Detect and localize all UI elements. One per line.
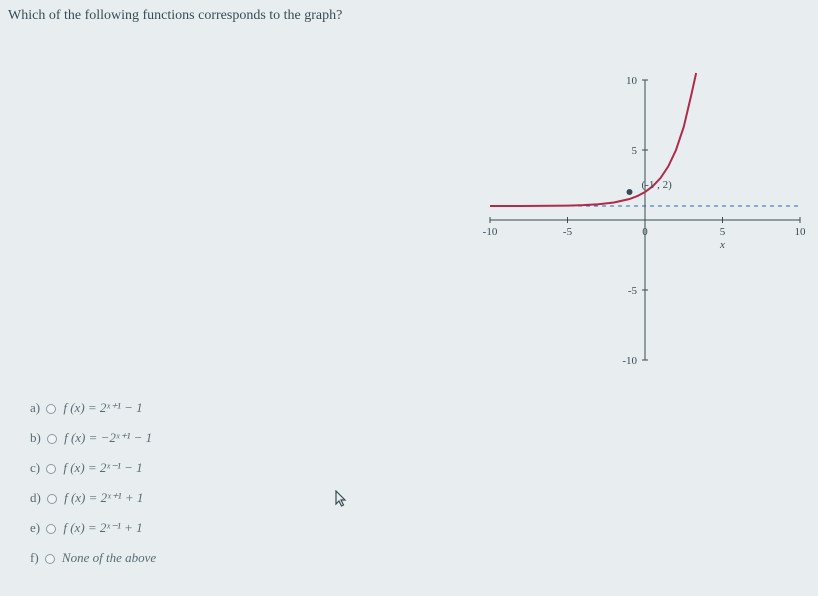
svg-text:-5: -5 bbox=[628, 285, 638, 297]
cursor-icon bbox=[335, 490, 349, 513]
option-formula: f (x) = 2ˣ⁺¹ − 1 bbox=[63, 400, 142, 415]
svg-text:5: 5 bbox=[720, 226, 726, 238]
radio-icon[interactable] bbox=[47, 494, 57, 504]
svg-text:10: 10 bbox=[795, 226, 807, 238]
option-formula: f (x) = 2ˣ⁺¹ + 1 bbox=[64, 490, 143, 505]
radio-icon[interactable] bbox=[47, 434, 57, 444]
option-c[interactable]: c) f (x) = 2ˣ⁻¹ − 1 bbox=[30, 460, 156, 476]
graph-svg: -10 -5 0 5 10 -10 -5 5 10 x (-1 , 2) bbox=[480, 70, 810, 370]
svg-text:10: 10 bbox=[626, 75, 638, 87]
option-formula: f (x) = 2ˣ⁻¹ + 1 bbox=[63, 520, 142, 535]
option-e[interactable]: e) f (x) = 2ˣ⁻¹ + 1 bbox=[30, 520, 156, 536]
svg-text:(-1 , 2): (-1 , 2) bbox=[642, 179, 673, 191]
radio-icon[interactable] bbox=[46, 524, 56, 534]
svg-text:-10: -10 bbox=[483, 226, 498, 238]
option-letter: b) bbox=[30, 430, 41, 445]
svg-text:x: x bbox=[719, 239, 725, 251]
radio-icon[interactable] bbox=[46, 404, 56, 414]
option-letter: d) bbox=[30, 490, 41, 505]
option-formula: f (x) = 2ˣ⁻¹ − 1 bbox=[63, 460, 142, 475]
option-a[interactable]: a) f (x) = 2ˣ⁺¹ − 1 bbox=[30, 400, 156, 416]
option-formula: f (x) = −2ˣ⁺¹ − 1 bbox=[64, 430, 152, 445]
answer-options: a) f (x) = 2ˣ⁺¹ − 1 b) f (x) = −2ˣ⁺¹ − 1… bbox=[30, 400, 156, 580]
option-letter: e) bbox=[30, 520, 40, 535]
option-d[interactable]: d) f (x) = 2ˣ⁺¹ + 1 bbox=[30, 490, 156, 506]
option-letter: f) bbox=[30, 550, 39, 565]
radio-icon[interactable] bbox=[46, 464, 56, 474]
option-formula: None of the above bbox=[62, 550, 156, 565]
svg-text:5: 5 bbox=[632, 145, 638, 157]
option-letter: c) bbox=[30, 460, 40, 475]
option-letter: a) bbox=[30, 400, 40, 415]
svg-text:-10: -10 bbox=[622, 355, 637, 367]
graph: -10 -5 0 5 10 -10 -5 5 10 x (-1 , 2) bbox=[480, 70, 810, 370]
option-b[interactable]: b) f (x) = −2ˣ⁺¹ − 1 bbox=[30, 430, 156, 446]
option-f[interactable]: f) None of the above bbox=[30, 550, 156, 566]
radio-icon[interactable] bbox=[45, 554, 55, 564]
svg-text:-5: -5 bbox=[563, 226, 573, 238]
svg-text:0: 0 bbox=[642, 226, 648, 238]
question-text: Which of the following functions corresp… bbox=[8, 8, 342, 24]
